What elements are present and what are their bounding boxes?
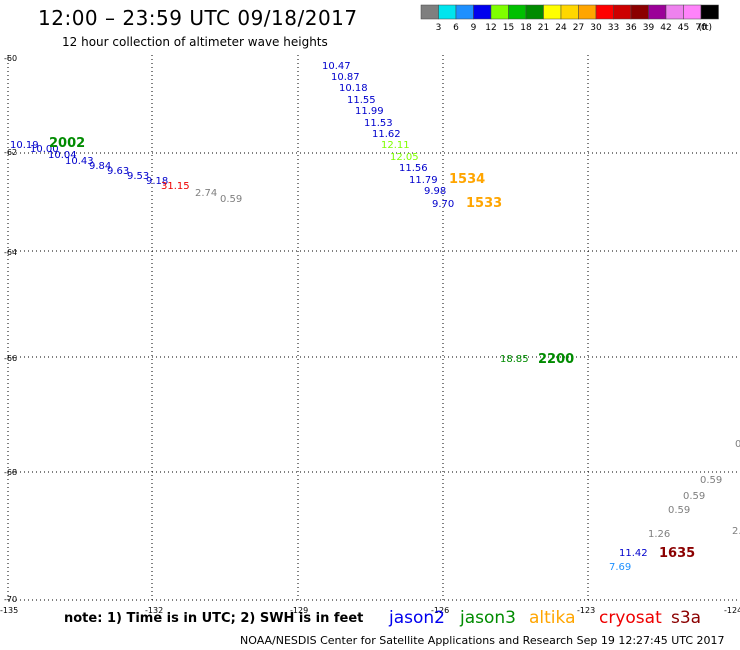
latitude-label: -60 <box>4 54 17 63</box>
colorbar-tick-label: 15 <box>503 23 514 33</box>
map-title: 12:00 – 23:59 UTC 09/18/2017 <box>38 6 358 30</box>
pass-time-label: 2002 <box>49 136 85 151</box>
swh-value: 11.62 <box>372 129 401 140</box>
colorbar-swatch <box>455 4 474 20</box>
colorbar-swatch <box>665 4 684 20</box>
colorbar-swatch <box>490 4 509 20</box>
colorbar-tick-label: 9 <box>471 23 477 33</box>
legend-s3a: s3a <box>671 608 702 628</box>
pass-time-label: 2200 <box>538 352 574 367</box>
swh-value: 10.87 <box>331 72 360 83</box>
swh-value: 7.69 <box>609 562 631 573</box>
swh-value: 11.99 <box>355 106 384 117</box>
colorbar-swatch <box>525 4 544 20</box>
colorbar-swatch <box>438 4 457 20</box>
legend-jason3: jason3 <box>460 608 516 628</box>
swh-value: 0.59 <box>220 194 242 205</box>
latitude-label: -66 <box>4 354 17 363</box>
swh-value: 12.05 <box>390 152 419 163</box>
swh-value: 9.98 <box>424 186 446 197</box>
longitude-label: -123 <box>577 606 595 615</box>
swh-value: 18.85 <box>500 354 529 365</box>
colorbar-tick-label: 30 <box>590 23 602 33</box>
colorbar-tick-label: 3 <box>436 23 442 33</box>
swh-value: 0.59 <box>700 475 722 486</box>
swh-value: 9.70 <box>432 199 454 210</box>
latitude-label: -70 <box>4 595 17 604</box>
colorbar-swatch <box>595 4 614 20</box>
colorbar-tick-label: 12 <box>485 23 496 33</box>
colorbar-swatch <box>700 4 719 20</box>
swh-value: 11.56 <box>399 163 428 174</box>
swh-value: 10.47 <box>322 61 351 72</box>
colorbar-tick-label: 6 <box>453 23 459 33</box>
longitude-label: -129 <box>290 606 308 615</box>
swh-value: 10.43 <box>65 156 94 167</box>
footer-note: note: 1) Time is in UTC; 2) SWH is in fe… <box>64 611 364 626</box>
swh-value: 2. <box>732 526 740 537</box>
colorbar-tick-label: 45 <box>678 23 689 33</box>
latitude-label: -64 <box>4 248 17 257</box>
longitude-label: -135 <box>0 606 18 615</box>
swh-value: 2.74 <box>195 188 217 199</box>
longitude-label: -126 <box>431 606 449 615</box>
colorbar-swatch <box>508 4 527 20</box>
colorbar-tick-label: 24 <box>555 23 567 33</box>
swh-value: 0.59 <box>668 505 690 516</box>
swh-value: 10.00 <box>30 144 59 155</box>
swh-value: 1.26 <box>648 529 670 540</box>
colorbar-swatch <box>683 4 702 20</box>
swh-value: 9.18 <box>146 176 168 187</box>
swh-value: 11.53 <box>364 118 393 129</box>
colorbar-swatch <box>560 4 579 20</box>
colorbar-tick-label: 36 <box>625 23 637 33</box>
latitude-label: -62 <box>4 148 17 157</box>
swh-value: 11.55 <box>347 95 376 106</box>
colorbar-tick-label: 42 <box>660 23 671 33</box>
swh-value: 10.19 <box>10 140 39 151</box>
colorbar-swatch <box>473 4 492 20</box>
colorbar-swatch <box>648 4 667 20</box>
colorbar-swatch <box>420 4 439 20</box>
legend-altika: altika <box>529 608 576 628</box>
footer-credit: NOAA/NESDIS Center for Satellite Applica… <box>240 634 725 647</box>
swh-value: 11.79 <box>409 175 438 186</box>
swh-value: 9.63 <box>107 166 129 177</box>
latitude-label: -68 <box>4 468 17 477</box>
swh-value: 11.42 <box>619 548 648 559</box>
swh-value: 12.11 <box>381 140 410 151</box>
colorbar-swatch <box>630 4 649 20</box>
longitude-label: -124 <box>724 606 740 615</box>
swh-value: 0 <box>735 439 740 450</box>
pass-time-label: 1635 <box>659 546 695 561</box>
colorbar-swatch <box>543 4 562 20</box>
colorbar-swatch <box>578 4 597 20</box>
swh-value: 9.84 <box>89 161 111 172</box>
colorbar-tick-label: 18 <box>520 23 532 33</box>
swh-value: 31.15 <box>161 181 190 192</box>
legend-jason2: jason2 <box>389 608 445 628</box>
colorbar-tick-label: 39 <box>643 23 655 33</box>
colorbar-unit-label: (ft) <box>699 23 713 33</box>
swh-value: 0.59 <box>683 491 705 502</box>
colorbar-tick-label: 21 <box>538 23 549 33</box>
swh-value: 10.04 <box>48 150 77 161</box>
longitude-label: -132 <box>145 606 163 615</box>
legend-cryosat: cryosat <box>599 608 662 628</box>
colorbar-tick-label: 27 <box>573 23 584 33</box>
swh-value: 9.53 <box>127 171 149 182</box>
colorbar-tick-label: 33 <box>608 23 619 33</box>
swh-value: 10.18 <box>339 83 368 94</box>
pass-time-label: 1534 <box>449 172 485 187</box>
colorbar-tick-label: 70 <box>695 23 707 33</box>
map-subtitle: 12 hour collection of altimeter wave hei… <box>62 35 328 49</box>
pass-time-label: 1533 <box>466 196 502 211</box>
colorbar-swatch <box>613 4 632 20</box>
